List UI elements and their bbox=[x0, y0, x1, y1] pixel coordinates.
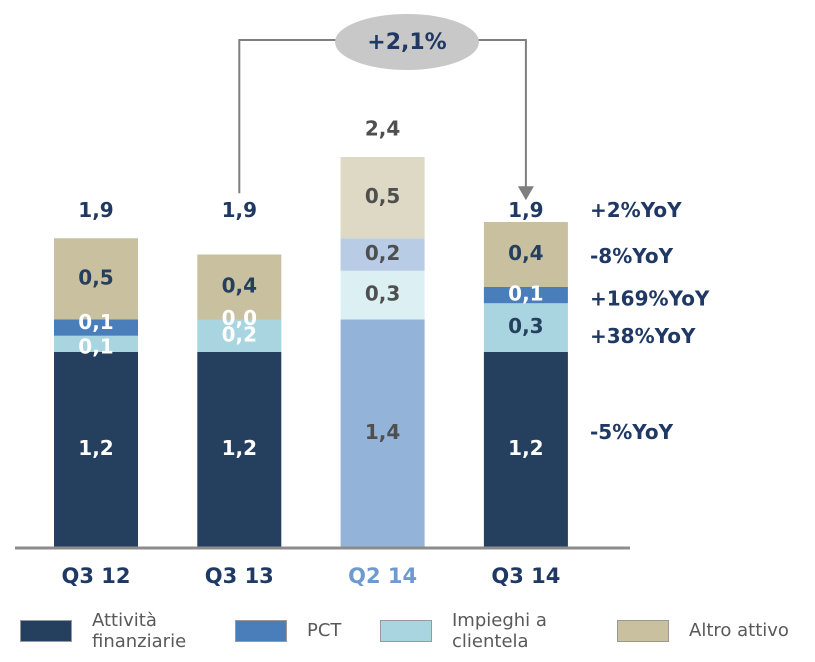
category-label: Q3 14 bbox=[491, 564, 560, 588]
value-label: 0,1 bbox=[508, 282, 543, 306]
bar-segment bbox=[197, 352, 282, 547]
legend-swatch bbox=[380, 620, 432, 642]
bar-segment bbox=[340, 157, 425, 239]
bar-segment bbox=[340, 319, 425, 547]
bar-segment bbox=[483, 222, 568, 287]
yoy-annotation: -8%YoY bbox=[590, 244, 674, 268]
legend-swatch bbox=[617, 620, 669, 642]
total-label: 1,9 bbox=[508, 198, 543, 222]
bar-segment bbox=[54, 352, 138, 547]
value-label: 0,5 bbox=[365, 184, 400, 208]
yoy-annotation: +2%YoY bbox=[590, 198, 682, 222]
bar-segment bbox=[54, 319, 138, 336]
bar-segment bbox=[54, 238, 138, 320]
bar-segment bbox=[483, 303, 568, 352]
legend-swatch bbox=[20, 620, 72, 642]
value-label: 0,3 bbox=[508, 314, 543, 338]
value-label: 0,0 bbox=[222, 306, 257, 330]
bar-segment bbox=[483, 287, 568, 304]
legend-label: PCT bbox=[307, 620, 342, 641]
legend-item: Altro attivo bbox=[617, 610, 789, 642]
legend-item: PCT bbox=[235, 610, 341, 642]
category-label: Q3 12 bbox=[62, 564, 131, 588]
value-label: 0,3 bbox=[365, 282, 400, 306]
chart: 1,20,10,10,51,9Q3 121,20,20,00,41,9Q3 13… bbox=[15, 14, 710, 588]
value-label: 1,2 bbox=[222, 436, 257, 460]
bar-segment bbox=[340, 238, 425, 271]
legend-item: Attività finanziarie bbox=[20, 610, 197, 652]
yoy-annotation: +169%YoY bbox=[590, 287, 710, 311]
total-label: 1,9 bbox=[222, 198, 257, 222]
legend: Attività finanziarie PCT Impieghi a client… bbox=[0, 610, 815, 662]
value-label: 0,1 bbox=[78, 334, 113, 358]
value-label: 0,2 bbox=[222, 322, 257, 346]
legend-label: Impieghi a clientela bbox=[452, 610, 547, 652]
yoy-annotation: -5%YoY bbox=[590, 420, 674, 444]
total-label: 1,9 bbox=[78, 198, 113, 222]
legend-item: Impieghi a clientela bbox=[380, 610, 557, 652]
bar-segment bbox=[483, 352, 568, 547]
change-bubble bbox=[335, 14, 479, 70]
bar-segment bbox=[197, 254, 282, 320]
bar-segment bbox=[54, 335, 138, 352]
value-label: 0,5 bbox=[78, 265, 113, 289]
yoy-annotation: +38%YoY bbox=[590, 324, 696, 348]
arrow-head bbox=[517, 186, 534, 201]
bar-segment bbox=[197, 319, 282, 352]
legend-label: Altro attivo bbox=[689, 620, 789, 641]
value-label: 0,1 bbox=[78, 310, 113, 334]
value-label: 1,2 bbox=[508, 436, 543, 460]
category-label: Q3 13 bbox=[205, 564, 274, 588]
value-label: 1,4 bbox=[365, 420, 400, 444]
value-label: 0,4 bbox=[508, 241, 543, 265]
value-label: 0,4 bbox=[222, 274, 257, 298]
legend-label: Attività finanziarie bbox=[92, 610, 187, 652]
value-label: 0,2 bbox=[365, 241, 400, 265]
legend-swatch bbox=[235, 620, 287, 642]
category-label: Q2 14 bbox=[348, 564, 417, 588]
change-label: +2,1% bbox=[367, 30, 446, 55]
value-label: 1,2 bbox=[78, 436, 113, 460]
bar-segment bbox=[340, 270, 425, 320]
total-label: 2,4 bbox=[365, 117, 400, 141]
